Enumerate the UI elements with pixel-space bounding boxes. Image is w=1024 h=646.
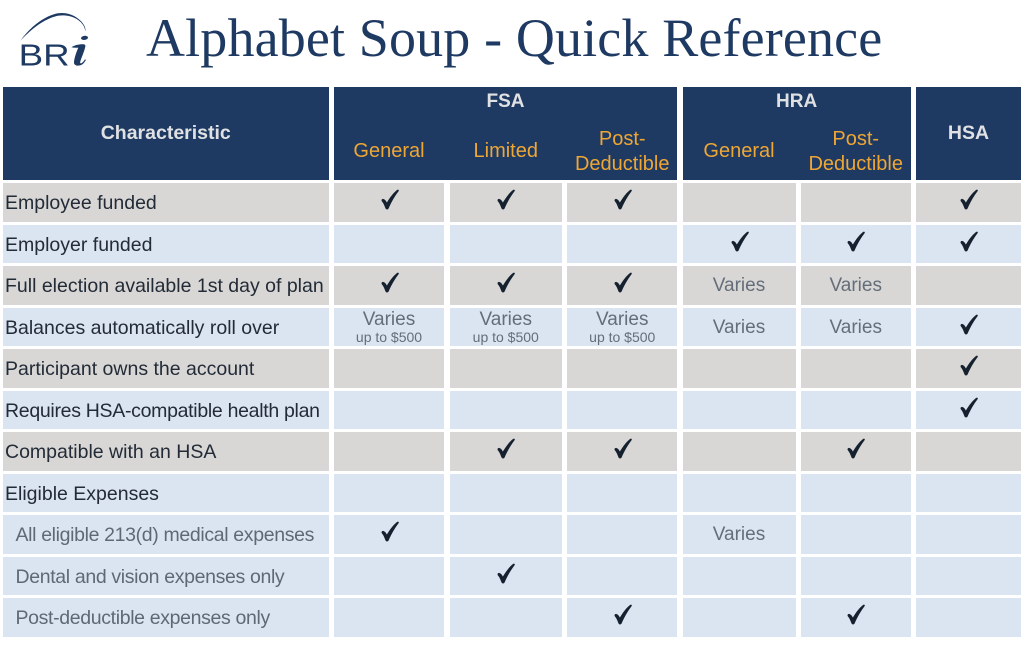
svg-text:BR: BR (19, 38, 70, 73)
